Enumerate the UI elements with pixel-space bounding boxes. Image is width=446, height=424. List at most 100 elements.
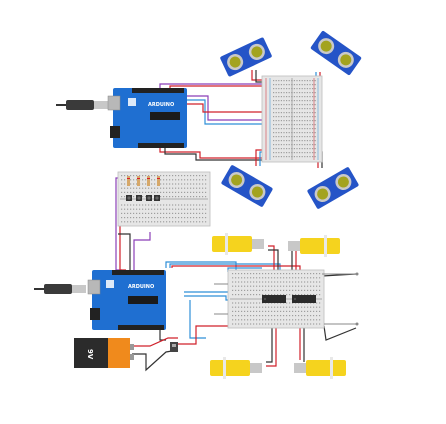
breadboard-hole <box>286 319 288 321</box>
breadboard-hole <box>314 96 316 98</box>
breadboard-hole <box>268 273 270 275</box>
breadboard-hole <box>283 112 285 114</box>
breadboard-hole <box>265 310 267 312</box>
breadboard-hole <box>280 281 282 283</box>
breadboard-hole <box>148 175 150 177</box>
breadboard-hole <box>275 140 277 142</box>
breadboard-hole <box>295 315 297 317</box>
breadboard-hole <box>271 273 273 275</box>
breadboard-hole <box>187 187 189 189</box>
breadboard-hole <box>304 152 306 154</box>
breadboard-hole <box>184 196 186 198</box>
breadboard-hole <box>309 140 311 142</box>
breadboard-hole <box>278 96 280 98</box>
breadboard-hole <box>196 204 198 206</box>
breadboard-hole <box>299 104 301 106</box>
breadboard-hole <box>193 208 195 210</box>
breadboard-hole <box>288 128 290 130</box>
breadboard-hole <box>291 136 293 138</box>
breadboard-hole <box>169 175 171 177</box>
breadboard-hole <box>286 128 288 130</box>
breadboard-hole <box>169 212 171 214</box>
breadboard-hole <box>142 196 144 198</box>
breadboard-hole <box>154 212 156 214</box>
breadboard-hole <box>314 80 316 82</box>
breadboard-hole <box>275 144 277 146</box>
breadboard-hole <box>121 183 123 185</box>
breadboard-hole <box>304 144 306 146</box>
breadboard-hole <box>166 212 168 214</box>
breadboard-hole <box>306 148 308 150</box>
breadboard-hole <box>283 277 285 279</box>
breadboard-hole <box>273 152 275 154</box>
breadboard-hole <box>205 221 207 223</box>
breadboard-hole <box>184 183 186 185</box>
breadboard-hole <box>196 208 198 210</box>
breadboard-hole <box>181 196 183 198</box>
breadboard-hole <box>262 306 264 308</box>
breadboard-hole <box>301 128 303 130</box>
push-button <box>136 195 142 201</box>
breadboard-hole <box>286 273 288 275</box>
breadboard-hole <box>151 217 153 219</box>
breadboard-hole <box>178 221 180 223</box>
breadboard-hole <box>163 221 165 223</box>
breadboard-hole <box>313 306 315 308</box>
breadboard-hole <box>293 104 295 106</box>
breadboard-hole <box>313 310 315 312</box>
breadboard-hole <box>301 323 303 325</box>
breadboard-hole <box>271 294 273 296</box>
breadboard-hole <box>178 208 180 210</box>
breadboard-hole <box>296 108 298 110</box>
breadboard-hole <box>312 156 314 158</box>
breadboard-hole <box>304 281 306 283</box>
breadboard-hole <box>275 96 277 98</box>
breadboard-hole <box>178 187 180 189</box>
breadboard-hole <box>241 323 243 325</box>
breadboard-hole <box>160 191 162 193</box>
breadboard-hole <box>190 187 192 189</box>
breadboard-hole <box>298 306 300 308</box>
breadboard-hole <box>286 306 288 308</box>
breadboard-hole <box>291 156 293 158</box>
wire <box>159 148 262 159</box>
breadboard-hole <box>307 294 309 296</box>
breadboard-hole <box>277 277 279 279</box>
breadboard-hole <box>262 273 264 275</box>
breadboard-hole <box>193 212 195 214</box>
breadboard-hole <box>291 92 293 94</box>
breadboard-hole <box>166 187 168 189</box>
breadboard-hole <box>275 128 277 130</box>
breadboard-hole <box>277 289 279 291</box>
breadboard-hole <box>314 136 316 138</box>
breadboard-hole <box>310 273 312 275</box>
breadboard-hole <box>309 108 311 110</box>
breadboard-hole <box>283 84 285 86</box>
breadboard-hole <box>175 191 177 193</box>
breadboard-hole <box>293 128 295 130</box>
wire <box>186 103 262 113</box>
breadboard-hole <box>304 323 306 325</box>
breadboard-hole <box>277 306 279 308</box>
breadboard-hole <box>286 156 288 158</box>
breadboard-hole <box>280 310 282 312</box>
breadboard-hole <box>169 208 171 210</box>
breadboard-hole <box>293 92 295 94</box>
breadboard-hole <box>289 294 291 296</box>
breadboard-hole <box>304 128 306 130</box>
breadboard-hole <box>292 281 294 283</box>
breadboard-hole <box>310 306 312 308</box>
breadboard-hole <box>301 88 303 90</box>
breadboard-hole <box>299 80 301 82</box>
breadboard-hole <box>306 96 308 98</box>
breadboard-hole <box>250 306 252 308</box>
breadboard-hole <box>148 212 150 214</box>
breadboard-hole <box>250 277 252 279</box>
breadboard-hole <box>310 319 312 321</box>
breadboard-hole <box>235 319 237 321</box>
breadboard-hole <box>314 132 316 134</box>
breadboard-hole <box>238 319 240 321</box>
breadboard-hole <box>288 96 290 98</box>
breadboard-hole <box>304 96 306 98</box>
breadboard-hole <box>121 179 123 181</box>
